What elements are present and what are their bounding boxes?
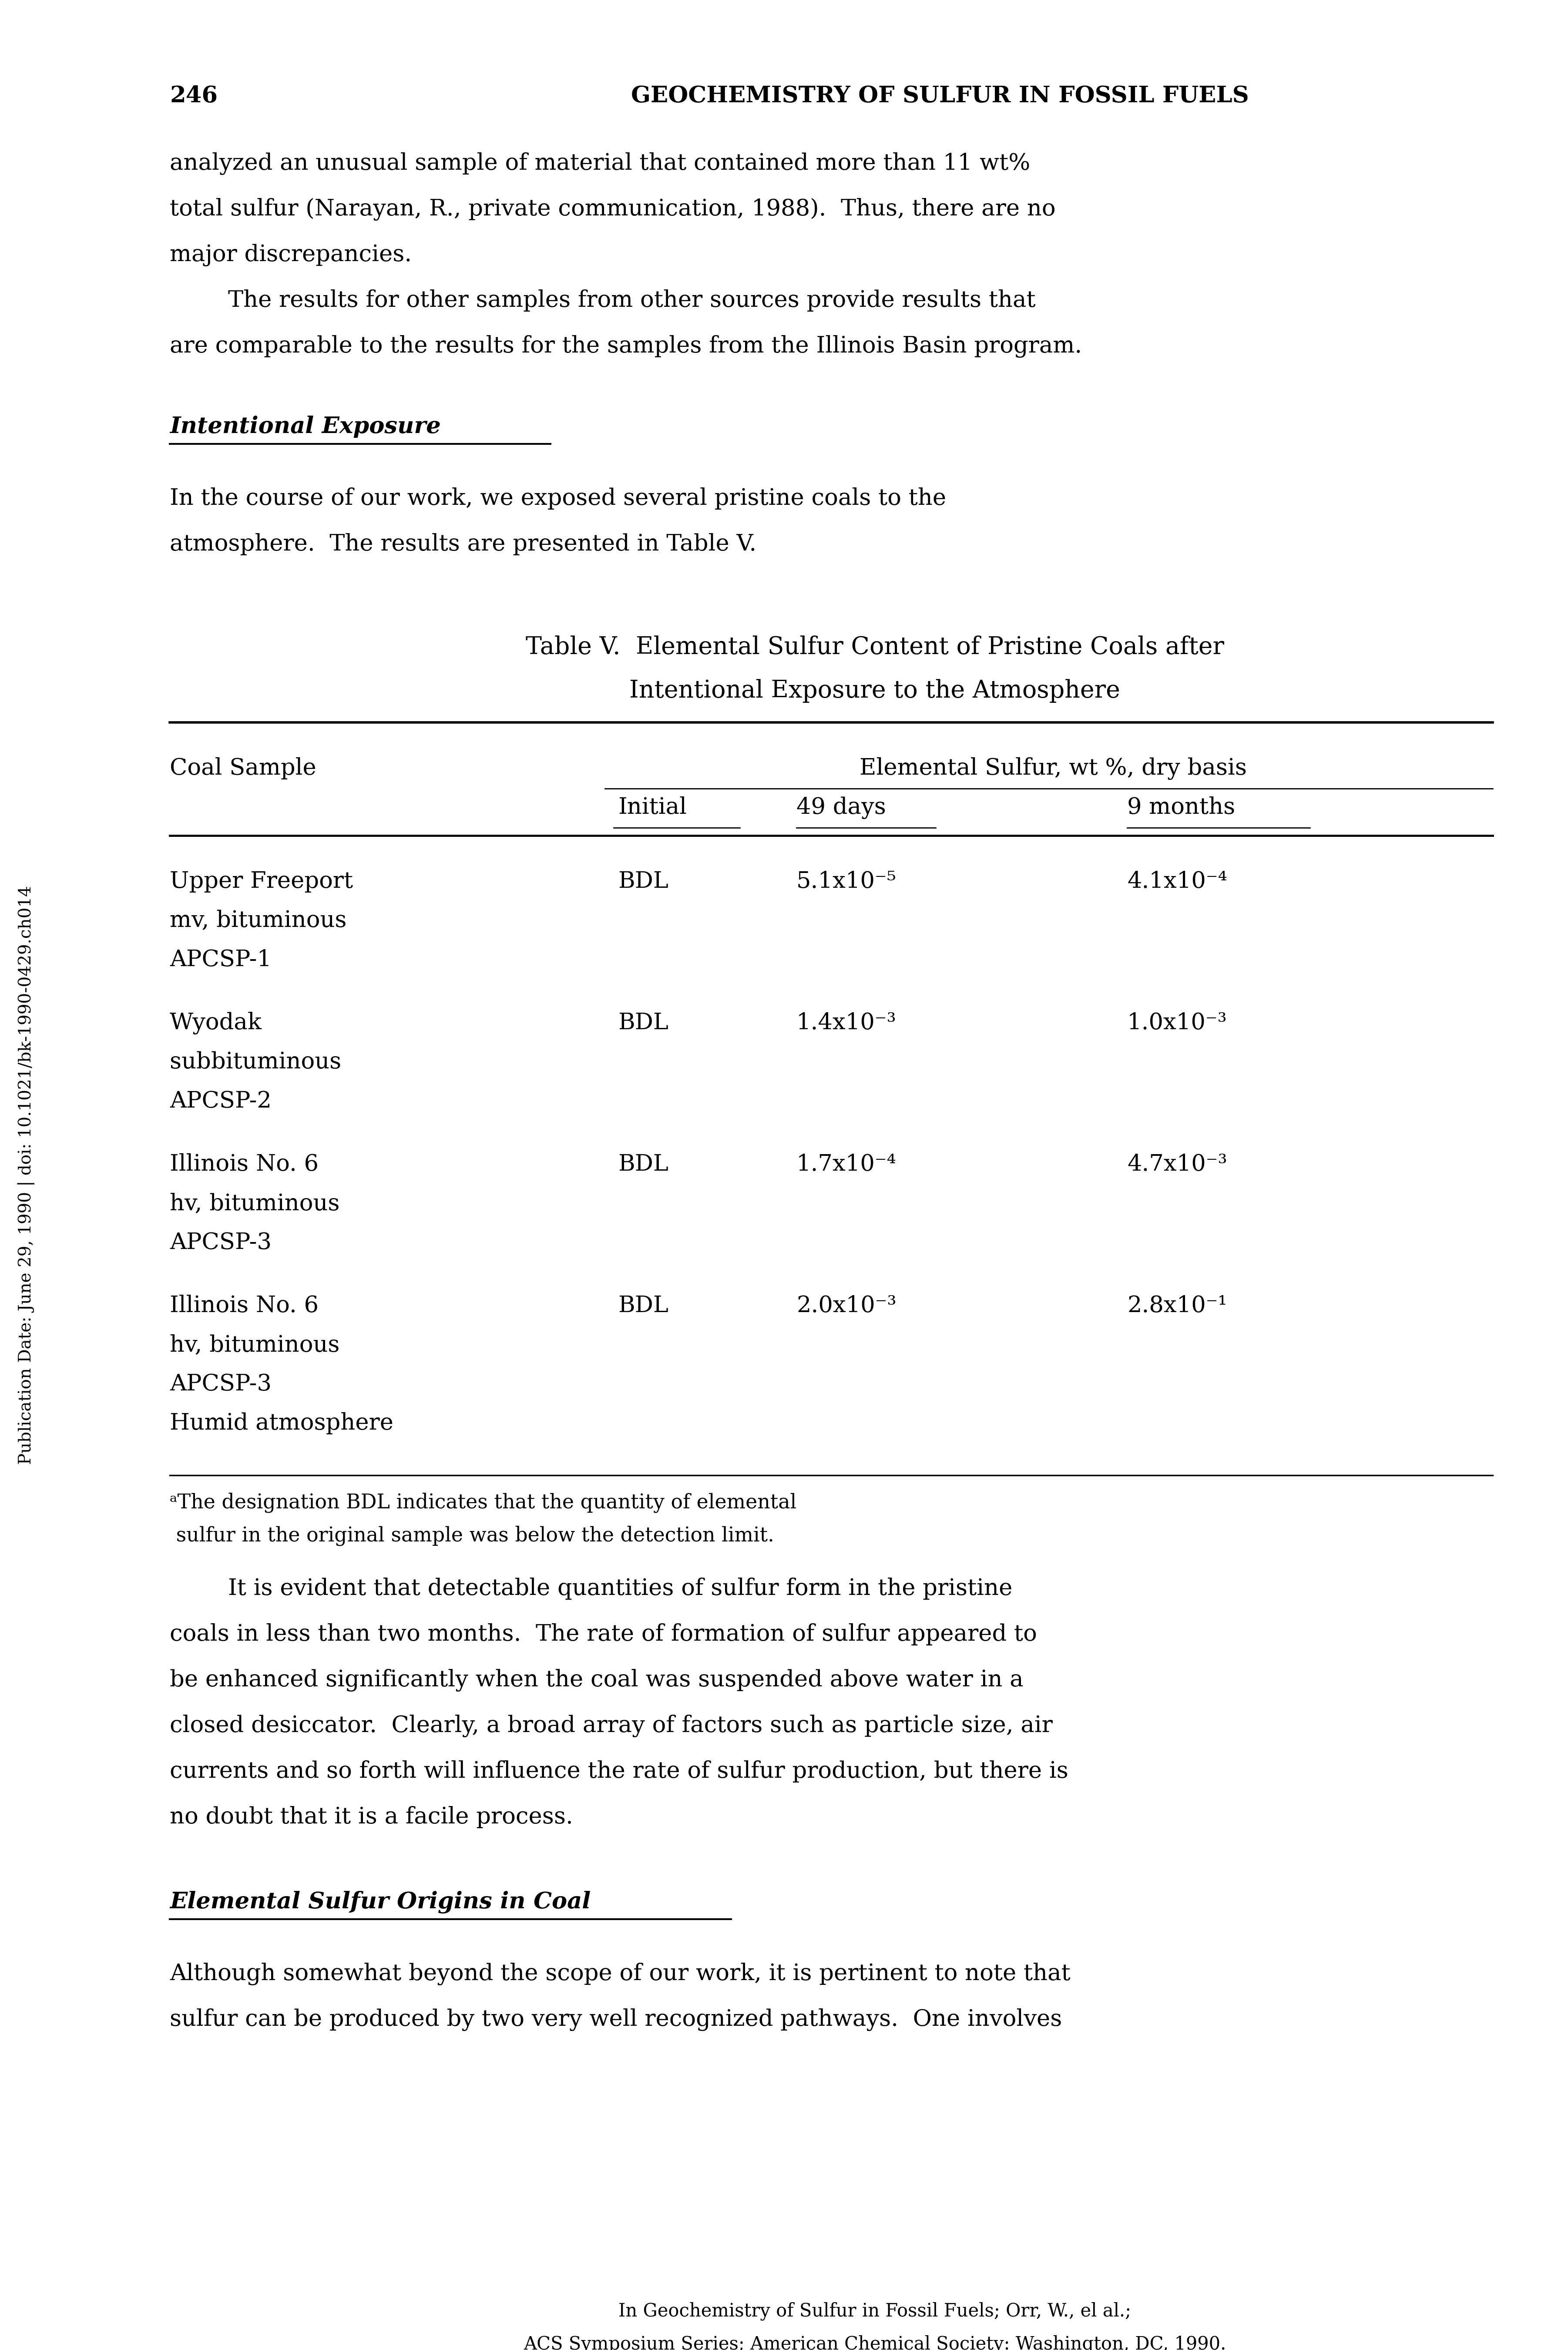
Text: Illinois No. 6: Illinois No. 6 bbox=[169, 1295, 318, 1316]
Text: Upper Freeport: Upper Freeport bbox=[169, 870, 353, 893]
Text: In Geochemistry of Sulfur in Fossil Fuels; Orr, W., el al.;: In Geochemistry of Sulfur in Fossil Fuel… bbox=[618, 2303, 1131, 2322]
Text: 246: 246 bbox=[169, 85, 218, 108]
Text: sulfur in the original sample was below the detection limit.: sulfur in the original sample was below … bbox=[169, 1525, 775, 1546]
Text: Wyodak: Wyodak bbox=[169, 1013, 262, 1034]
Text: Intentional Exposure: Intentional Exposure bbox=[169, 416, 441, 437]
Text: Although somewhat beyond the scope of our work, it is pertinent to note that: Although somewhat beyond the scope of ou… bbox=[169, 1962, 1071, 1986]
Text: mv, bituminous: mv, bituminous bbox=[169, 909, 347, 931]
Text: GEOCHEMISTRY OF SULFUR IN FOSSIL FUELS: GEOCHEMISTRY OF SULFUR IN FOSSIL FUELS bbox=[630, 85, 1250, 108]
Text: In the course of our work, we exposed several pristine coals to the: In the course of our work, we exposed se… bbox=[169, 486, 946, 510]
Text: are comparable to the results for the samples from the Illinois Basin program.: are comparable to the results for the sa… bbox=[169, 336, 1082, 357]
Text: BDL: BDL bbox=[618, 870, 668, 893]
Text: The results for other samples from other sources provide results that: The results for other samples from other… bbox=[169, 289, 1035, 313]
Text: APCSP-1: APCSP-1 bbox=[169, 949, 271, 971]
Text: closed desiccator.  Clearly, a broad array of factors such as particle size, air: closed desiccator. Clearly, a broad arra… bbox=[169, 1716, 1052, 1737]
Text: currents and so forth will influence the rate of sulfur production, but there is: currents and so forth will influence the… bbox=[169, 1760, 1068, 1784]
Text: 2.0x10⁻³: 2.0x10⁻³ bbox=[797, 1295, 897, 1316]
Text: 5.1x10⁻⁵: 5.1x10⁻⁵ bbox=[797, 870, 897, 893]
Text: ᵃThe designation BDL indicates that the quantity of elemental: ᵃThe designation BDL indicates that the … bbox=[169, 1492, 797, 1513]
Text: subbituminous: subbituminous bbox=[169, 1050, 342, 1074]
Text: 4.1x10⁻⁴: 4.1x10⁻⁴ bbox=[1127, 870, 1228, 893]
Text: Intentional Exposure to the Atmosphere: Intentional Exposure to the Atmosphere bbox=[629, 679, 1120, 703]
Text: Coal Sample: Coal Sample bbox=[169, 757, 317, 780]
Text: be enhanced significantly when the coal was suspended above water in a: be enhanced significantly when the coal … bbox=[169, 1668, 1024, 1692]
Text: sulfur can be produced by two very well recognized pathways.  One involves: sulfur can be produced by two very well … bbox=[169, 2009, 1062, 2030]
Text: APCSP-3: APCSP-3 bbox=[169, 1231, 271, 1255]
Text: Elemental Sulfur Origins in Coal: Elemental Sulfur Origins in Coal bbox=[169, 1892, 591, 1913]
Text: Illinois No. 6: Illinois No. 6 bbox=[169, 1154, 318, 1175]
Text: It is evident that detectable quantities of sulfur form in the pristine: It is evident that detectable quantities… bbox=[169, 1577, 1013, 1600]
Text: Publication Date: June 29, 1990 | doi: 10.1021/bk-1990-0429.ch014: Publication Date: June 29, 1990 | doi: 1… bbox=[17, 886, 34, 1464]
Text: 9 months: 9 months bbox=[1127, 797, 1236, 818]
Text: Initial: Initial bbox=[618, 797, 687, 818]
Text: total sulfur (Narayan, R., private communication, 1988).  Thus, there are no: total sulfur (Narayan, R., private commu… bbox=[169, 197, 1055, 221]
Text: Humid atmosphere: Humid atmosphere bbox=[169, 1412, 394, 1434]
Text: major discrepancies.: major discrepancies. bbox=[169, 244, 412, 266]
Text: BDL: BDL bbox=[618, 1154, 668, 1175]
Text: atmosphere.  The results are presented in Table V.: atmosphere. The results are presented in… bbox=[169, 533, 756, 555]
Text: 1.7x10⁻⁴: 1.7x10⁻⁴ bbox=[797, 1154, 897, 1175]
Text: ACS Symposium Series; American Chemical Society: Washington, DC, 1990.: ACS Symposium Series; American Chemical … bbox=[524, 2336, 1226, 2350]
Text: APCSP-2: APCSP-2 bbox=[169, 1090, 271, 1112]
Text: hv, bituminous: hv, bituminous bbox=[169, 1335, 340, 1356]
Text: Table V.  Elemental Sulfur Content of Pristine Coals after: Table V. Elemental Sulfur Content of Pri… bbox=[525, 634, 1225, 660]
Text: coals in less than two months.  The rate of formation of sulfur appeared to: coals in less than two months. The rate … bbox=[169, 1624, 1036, 1645]
Text: APCSP-3: APCSP-3 bbox=[169, 1372, 271, 1396]
Text: BDL: BDL bbox=[618, 1295, 668, 1316]
Text: Elemental Sulfur, wt %, dry basis: Elemental Sulfur, wt %, dry basis bbox=[859, 757, 1247, 780]
Text: BDL: BDL bbox=[618, 1013, 668, 1034]
Text: 4.7x10⁻³: 4.7x10⁻³ bbox=[1127, 1154, 1228, 1175]
Text: 49 days: 49 days bbox=[797, 797, 886, 818]
Text: hv, bituminous: hv, bituminous bbox=[169, 1191, 340, 1215]
Text: 1.4x10⁻³: 1.4x10⁻³ bbox=[797, 1013, 897, 1034]
Text: analyzed an unusual sample of material that contained more than 11 wt%: analyzed an unusual sample of material t… bbox=[169, 153, 1030, 174]
Text: 1.0x10⁻³: 1.0x10⁻³ bbox=[1127, 1013, 1228, 1034]
Text: 2.8x10⁻¹: 2.8x10⁻¹ bbox=[1127, 1295, 1228, 1316]
Text: no doubt that it is a facile process.: no doubt that it is a facile process. bbox=[169, 1807, 572, 1828]
